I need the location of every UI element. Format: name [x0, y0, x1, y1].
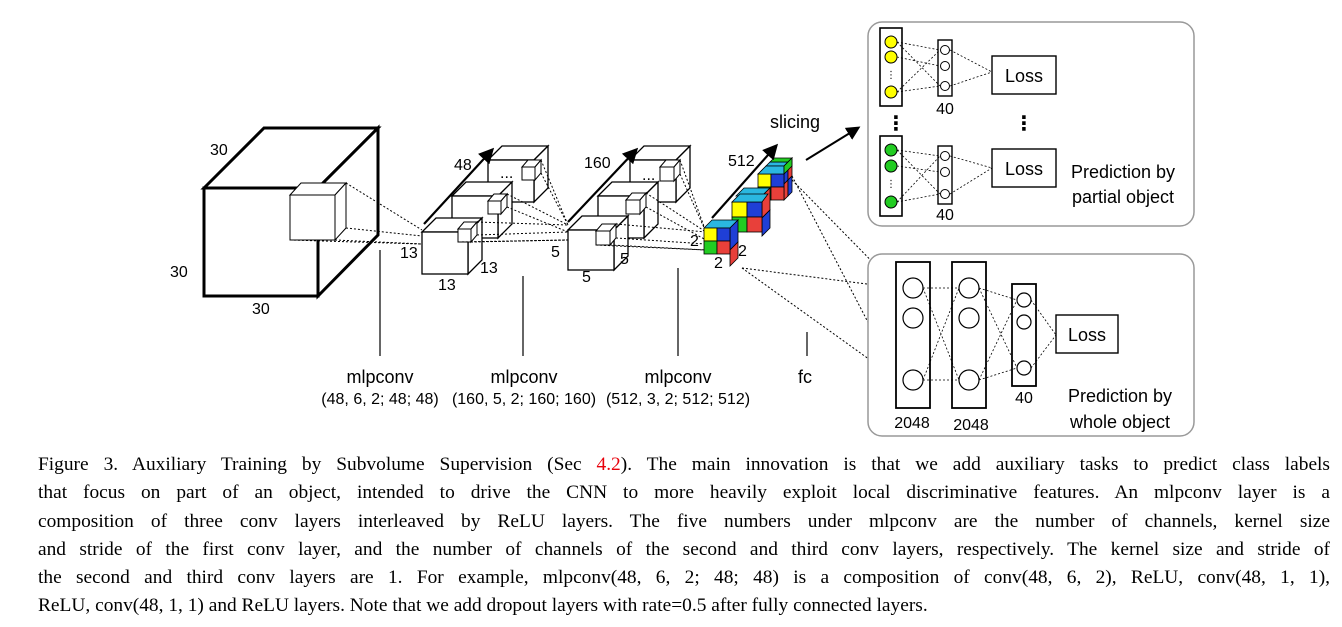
whole-loss: Loss: [1068, 325, 1106, 345]
mlpconv2-name: mlpconv: [490, 367, 557, 387]
input-dim-left: 30: [170, 264, 188, 281]
layer3-dim-bottom: 2: [714, 255, 723, 272]
caption-line-1-end: ). The main innovation is that we add au…: [620, 454, 1330, 475]
svg-text:⋮: ⋮: [886, 70, 896, 81]
layer1-dim-side: 13: [480, 260, 498, 277]
partial-slices-ellipsis: ⋮: [886, 113, 906, 135]
partial-hidden-bottom-label: 40: [936, 207, 954, 224]
partial-loss-top: Loss: [1005, 66, 1043, 86]
caption-line-1: Figure 3. Auxiliary Training by Subvolum…: [38, 451, 1330, 479]
layer2-dim-bottom: 5: [582, 269, 591, 286]
mlpconv3-name: mlpconv: [644, 367, 711, 387]
caption-line-5: the second and third conv layers are 1. …: [38, 567, 1330, 589]
caption-section-ref-link[interactable]: 4.2: [596, 454, 621, 475]
partial-hidden-top-label: 40: [936, 101, 954, 118]
partial-loss-ellipsis: ⋮: [1014, 113, 1034, 135]
layer2-dim-front: 5: [551, 244, 560, 261]
layer1-stack: [420, 144, 550, 276]
caption-line-1-start: Figure 3. Auxiliary Training by Subvolum…: [38, 454, 597, 475]
layer3-channel-arrow: [711, 143, 779, 219]
input-dim-top: 30: [210, 142, 228, 159]
input-dim-bottom: 30: [252, 301, 270, 318]
layer3-channels-label: 512: [728, 153, 755, 170]
whole-panel-title-2: whole object: [1069, 412, 1170, 432]
mlpconv1-params: (48, 6, 2; 48; 48): [321, 391, 438, 408]
slicing-label: slicing: [770, 112, 820, 132]
caption-line-2: that focus on part of an object, intende…: [38, 482, 1330, 504]
whole-prediction-panel: [867, 253, 1195, 437]
input-volume: [200, 124, 382, 300]
mlpconv3-params: (512, 3, 2; 512; 512): [606, 391, 750, 408]
layer3-dim-side: 2: [738, 243, 747, 260]
layer1-channel-arrow: [423, 147, 495, 225]
layer2-ellipsis: ...: [642, 167, 655, 184]
whole-fc2-label: 2048: [953, 417, 989, 434]
layer1-dim-bottom: 13: [438, 277, 456, 294]
layer1-channels-label: 48: [454, 157, 472, 174]
layer3-dim-front: 2: [690, 233, 699, 250]
layer2-dim-side: 5: [620, 251, 629, 268]
figure-caption: Figure 3. Auxiliary Training by Subvolum…: [38, 451, 1330, 621]
layer1-cube-front: [420, 216, 484, 276]
layer1-ellipsis: ...: [500, 165, 513, 182]
connector-input-layer1: [289, 182, 423, 245]
layer2-stack: [566, 144, 692, 272]
partial-panel-title-2: partial object: [1072, 187, 1174, 207]
connector-layer2-layer3: [595, 159, 707, 251]
layer2-cube-front: [566, 214, 630, 272]
partial-prediction-panel: ⋮ ⋮: [867, 21, 1195, 227]
caption-line-3: composition of three conv layers interle…: [38, 510, 1330, 532]
input-subvolume: [288, 181, 348, 242]
svg-text:⋮: ⋮: [886, 179, 896, 190]
mlpconv2-params: (160, 5, 2; 160; 160): [452, 391, 596, 408]
mlpconv1-name: mlpconv: [346, 367, 413, 387]
connector-layer1-layer2: [457, 159, 569, 243]
layer3-cube-mid: [731, 187, 771, 237]
mlpconv-labels: [379, 250, 808, 356]
partial-loss-bottom: Loss: [1005, 159, 1043, 179]
caption-line-4: and stride of the first conv layer, and …: [38, 538, 1330, 560]
slicing-arrow: [805, 126, 861, 161]
fc-label: fc: [798, 367, 812, 387]
whole-fc1-label: 2048: [894, 415, 930, 432]
layer1-dim-front: 13: [400, 245, 418, 262]
caption-line-6: ReLU, conv(48, 1, 1) and ReLU layers. No…: [38, 595, 928, 617]
layer3-cube-front: [703, 219, 739, 267]
whole-panel-title-1: Prediction by: [1068, 386, 1172, 406]
layer2-channel-arrow: [567, 147, 639, 223]
layer2-cube-back: [628, 144, 692, 204]
network-diagram: 30 30 30: [170, 21, 1195, 437]
layer3-stack: [703, 157, 793, 267]
layer2-channels-label: 160: [584, 155, 611, 172]
whole-out-label: 40: [1015, 390, 1033, 407]
partial-panel-title-1: Prediction by: [1071, 162, 1175, 182]
